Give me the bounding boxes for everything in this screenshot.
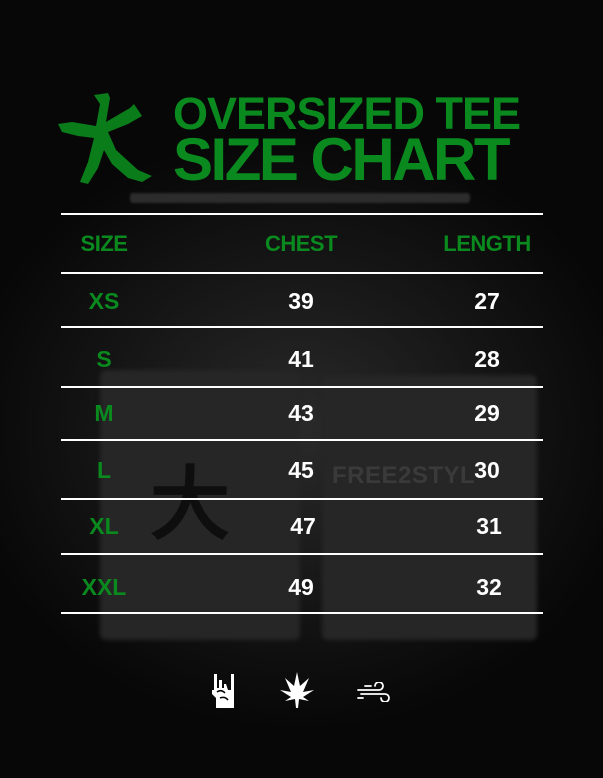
length-cell: 30 bbox=[474, 457, 500, 483]
length-cell: 32 bbox=[476, 574, 502, 600]
size-cell: XS bbox=[88, 288, 120, 314]
size-cell: L bbox=[96, 457, 112, 483]
header-length: LENGTH bbox=[443, 231, 531, 256]
length-cell: 29 bbox=[474, 400, 500, 426]
title-line2: SIZE CHART bbox=[173, 126, 511, 193]
divider bbox=[61, 386, 543, 388]
kanji-logo-icon bbox=[58, 93, 152, 184]
length-cell: 28 bbox=[474, 346, 500, 372]
background-text: FREE2STYL bbox=[332, 462, 476, 489]
divider bbox=[61, 213, 543, 215]
header-chest: CHEST bbox=[264, 231, 338, 256]
chest-cell: 45 bbox=[288, 457, 314, 483]
chest-cell: 43 bbox=[288, 400, 314, 426]
background-shirt-right bbox=[322, 375, 537, 640]
size-cell: S bbox=[96, 346, 112, 372]
header-size: SIZE bbox=[80, 231, 128, 256]
divider bbox=[61, 439, 543, 441]
size-cell: XL bbox=[89, 513, 119, 539]
cannabis-leaf-icon bbox=[280, 672, 314, 708]
size-cell: XXL bbox=[81, 574, 127, 600]
chest-cell: 39 bbox=[288, 288, 314, 314]
divider bbox=[61, 272, 543, 274]
length-cell: 31 bbox=[476, 513, 502, 539]
divider bbox=[61, 612, 543, 614]
divider bbox=[61, 326, 543, 328]
background-shelf bbox=[130, 193, 470, 203]
background-logo: 大 bbox=[150, 460, 230, 549]
background-shirt-left bbox=[100, 370, 300, 640]
wind-icon bbox=[357, 682, 390, 702]
chest-cell: 49 bbox=[288, 574, 314, 600]
chest-cell: 47 bbox=[290, 513, 316, 539]
length-cell: 27 bbox=[474, 288, 500, 314]
title-line1: OVERSIZED TEE bbox=[173, 88, 521, 139]
chest-cell: 41 bbox=[288, 346, 314, 372]
divider bbox=[61, 553, 543, 555]
size-cell: M bbox=[94, 400, 114, 426]
rock-hand-icon bbox=[212, 674, 234, 708]
divider bbox=[61, 498, 543, 500]
